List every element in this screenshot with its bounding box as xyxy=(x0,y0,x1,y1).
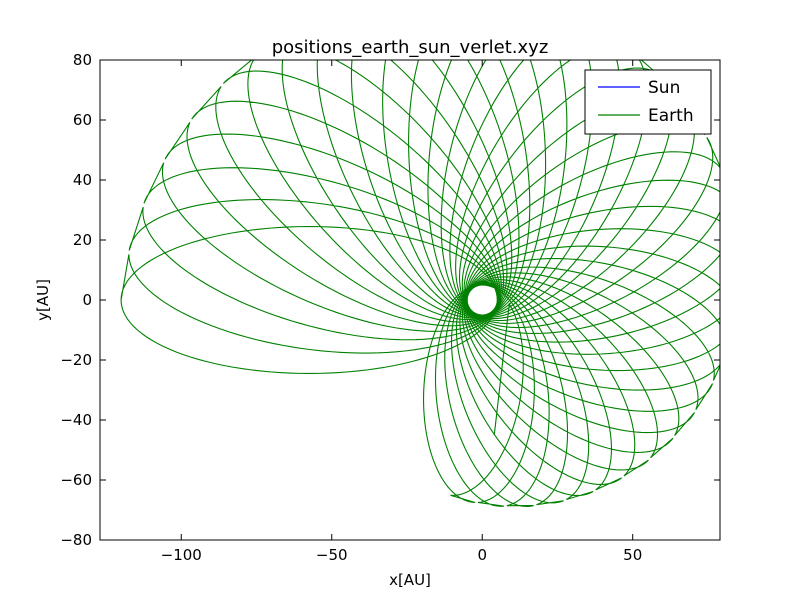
plot-background xyxy=(100,60,720,540)
chart-title: positions_earth_sun_verlet.xyz xyxy=(272,37,549,58)
y-tick-label: 0 xyxy=(82,291,92,309)
x-tick-label: −100 xyxy=(161,546,202,564)
sun-position-point xyxy=(480,298,484,302)
y-tick-label: 20 xyxy=(73,231,92,249)
legend-frame xyxy=(584,69,712,135)
y-tick-label: 60 xyxy=(73,111,92,129)
tick-layer: −100 −50 0 50 −80 −60 −40 −20 0 20 40 60 80 xyxy=(60,51,720,564)
x-tick-label: 50 xyxy=(623,546,642,564)
y-tick-label: −80 xyxy=(60,531,92,549)
plot-area: −100 −50 0 50 −80 −60 −40 −20 0 20 40 60 80 xyxy=(60,51,721,564)
y-tick-label: −60 xyxy=(60,471,92,489)
x-tick-label: −50 xyxy=(316,546,348,564)
series-layer xyxy=(120,60,720,507)
y-tick-label: 80 xyxy=(73,51,92,69)
y-axis-label: y[AU] xyxy=(34,279,52,321)
y-tick-label: −40 xyxy=(60,411,92,429)
x-tick-label: 0 xyxy=(477,546,487,564)
x-axis-label: x[AU] xyxy=(389,571,431,589)
legend-label-earth: Earth xyxy=(648,106,694,126)
y-tick-label: −20 xyxy=(60,351,92,369)
series-line-earth xyxy=(120,60,720,507)
y-tick-label: 40 xyxy=(73,171,92,189)
legend: Sun Earth xyxy=(584,69,712,135)
legend-label-sun: Sun xyxy=(648,78,680,98)
